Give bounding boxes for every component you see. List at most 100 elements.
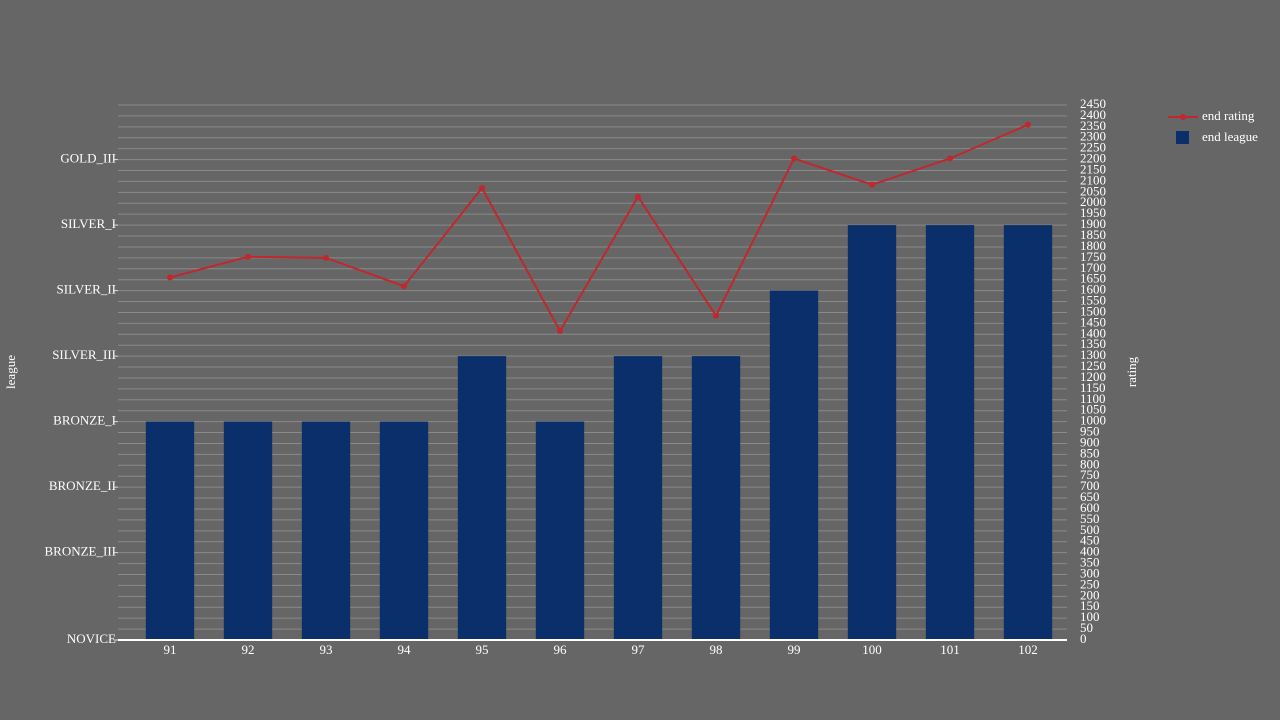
y2-tick-label: 750: [1080, 467, 1100, 482]
y2-tick-label: 1950: [1080, 205, 1106, 220]
y2-tick-label: 650: [1080, 489, 1100, 504]
y2-tick-label: 2100: [1080, 172, 1106, 187]
y2-tick-label: 50: [1080, 620, 1093, 635]
line-marker: [713, 312, 719, 319]
bar: [223, 421, 273, 640]
line-marker: [791, 155, 797, 162]
bar: [613, 356, 663, 640]
y2-tick-label: 1050: [1080, 402, 1106, 417]
line-marker: [557, 328, 563, 335]
y2-tick-label: 200: [1080, 587, 1100, 602]
y2-tick-label: 1350: [1080, 336, 1106, 351]
line-marker: [869, 181, 875, 188]
x-tick-label: 93: [320, 642, 333, 657]
x-tick-label: 96: [554, 642, 568, 657]
x-tick-label: 97: [632, 642, 646, 657]
y2-tick-label: 1900: [1080, 216, 1106, 231]
bar: [301, 421, 351, 640]
bar: [535, 421, 585, 640]
y2-tick-label: 2350: [1080, 118, 1106, 133]
legend-marker: [1180, 114, 1186, 120]
y2-tick-label: 1450: [1080, 314, 1106, 329]
x-tick-label: 95: [476, 642, 489, 657]
y2-tick-label: 500: [1080, 522, 1100, 537]
y2-tick-label: 2200: [1080, 151, 1106, 166]
y2-tick-label: 400: [1080, 544, 1100, 559]
y2-tick-label: 1700: [1080, 260, 1106, 275]
line-marker: [1025, 121, 1031, 128]
y2-tick-label: 600: [1080, 500, 1100, 515]
y2-tick-label: 1400: [1080, 325, 1106, 340]
y2-tick-label: 100: [1080, 609, 1100, 624]
x-tick-label: 100: [862, 642, 882, 657]
y2-tick-label: 1150: [1080, 380, 1106, 395]
line-marker: [479, 184, 485, 191]
y2-tick-label: 1550: [1080, 293, 1106, 308]
y2-tick-label: 250: [1080, 576, 1100, 591]
y2-tick-label: 0: [1080, 631, 1087, 646]
x-tick-label: 99: [788, 642, 801, 657]
y2-tick-label: 450: [1080, 533, 1100, 548]
y-tick-label: SILVER_II: [57, 282, 116, 297]
y2-tick-label: 1600: [1080, 282, 1106, 297]
x-tick-label: 94: [398, 642, 412, 657]
legend-label: end league: [1202, 129, 1258, 144]
y2-tick-label: 2050: [1080, 183, 1106, 198]
y2-axis-title: rating: [1124, 356, 1139, 387]
bar: [457, 356, 507, 640]
y2-tick-label: 1250: [1080, 358, 1106, 373]
line-marker: [401, 283, 407, 290]
y2-tick-label: 700: [1080, 478, 1100, 493]
y-tick-label: NOVICE: [67, 631, 116, 646]
bar: [691, 356, 741, 640]
line-marker: [167, 274, 173, 281]
x-tick-label: 101: [940, 642, 960, 657]
y-tick-label: SILVER_I: [61, 216, 116, 231]
y2-tick-label: 2300: [1080, 129, 1106, 144]
x-tick-label: 92: [242, 642, 255, 657]
y2-tick-label: 1800: [1080, 238, 1106, 253]
y2-tick-label: 1750: [1080, 249, 1106, 264]
y2-tick-label: 850: [1080, 445, 1100, 460]
y2-tick-label: 2450: [1080, 96, 1106, 111]
line-marker: [323, 254, 329, 261]
bar: [769, 290, 819, 640]
y2-tick-label: 350: [1080, 555, 1100, 570]
y2-tick-label: 1650: [1080, 271, 1106, 286]
bar: [1003, 225, 1053, 640]
y2-tick-label: 950: [1080, 424, 1100, 439]
y2-tick-label: 550: [1080, 511, 1100, 526]
line-marker: [947, 155, 953, 162]
y2-tick-label: 1200: [1080, 369, 1106, 384]
y2-tick-label: 300: [1080, 565, 1100, 580]
line: [169, 123, 1029, 334]
y2-tick-label: 150: [1080, 598, 1100, 613]
y2-tick-label: 800: [1080, 456, 1100, 471]
bar: [847, 225, 897, 640]
y-tick-label: SILVER_III: [52, 347, 116, 362]
y-tick-label: BRONZE_III: [45, 544, 117, 559]
bar: [145, 421, 195, 640]
y2-tick-label: 2150: [1080, 161, 1106, 176]
bar: [925, 225, 975, 640]
y2-tick-label: 1000: [1080, 413, 1106, 428]
y-tick-label: BRONZE_II: [49, 478, 116, 493]
x-tick-label: 98: [710, 642, 723, 657]
legend-label: end rating: [1202, 108, 1255, 123]
y-axis-title: league: [3, 355, 18, 389]
line-marker: [245, 253, 251, 260]
bar: [379, 421, 429, 640]
y2-tick-label: 2250: [1080, 140, 1106, 155]
x-tick-label: 91: [164, 642, 177, 657]
y-tick-label: BRONZE_I: [53, 413, 116, 428]
y2-tick-label: 1850: [1080, 227, 1106, 242]
legend-swatch: [1176, 131, 1189, 144]
y2-tick-label: 1300: [1080, 347, 1106, 362]
y2-tick-label: 2400: [1080, 107, 1106, 122]
y-tick-label: GOLD_III: [60, 151, 116, 166]
y2-tick-label: 900: [1080, 434, 1100, 449]
y2-tick-label: 1500: [1080, 303, 1106, 318]
line-marker: [635, 193, 641, 200]
y2-tick-label: 1100: [1080, 391, 1106, 406]
